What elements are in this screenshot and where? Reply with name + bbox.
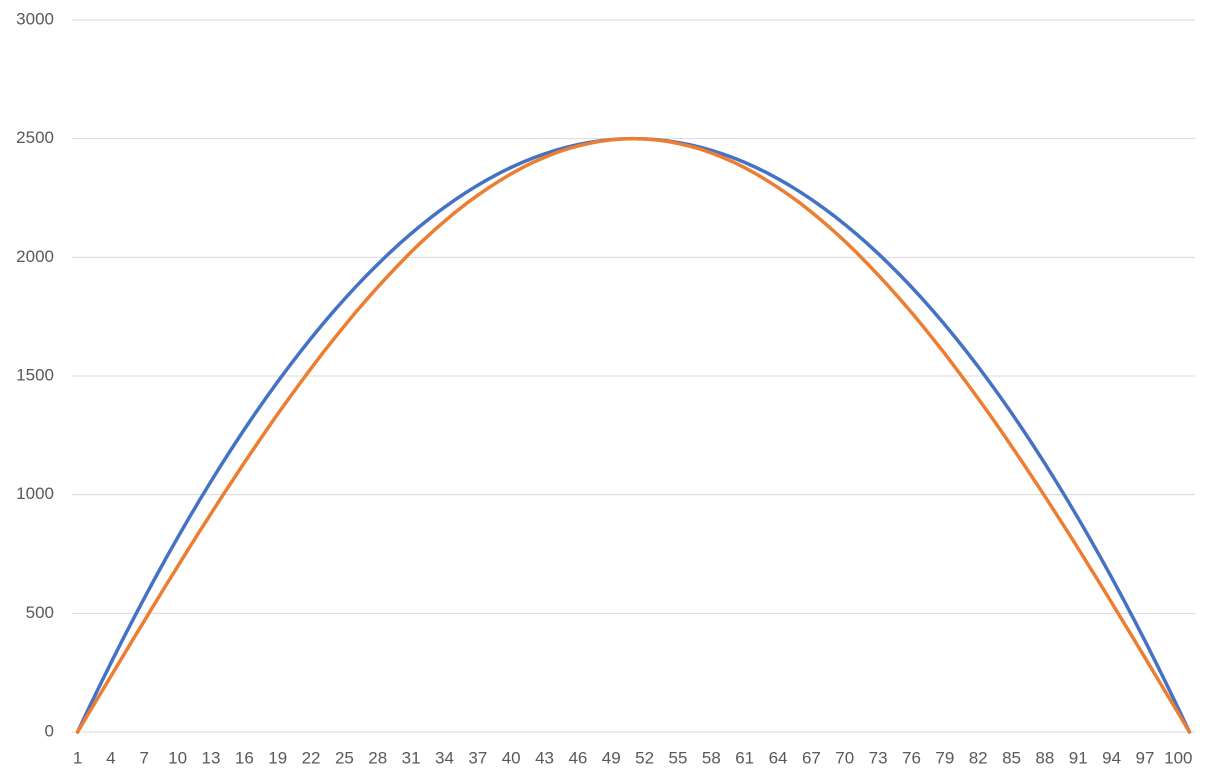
x-tick-label: 19	[268, 748, 287, 767]
y-tick-label: 0	[45, 721, 54, 740]
x-tick-label: 82	[969, 748, 988, 767]
x-tick-label: 100	[1164, 748, 1192, 767]
y-tick-label: 2500	[16, 128, 54, 147]
x-tick-label: 73	[869, 748, 888, 767]
x-tick-label: 55	[669, 748, 688, 767]
line-series	[75, 136, 1192, 734]
y-tick-label: 2000	[16, 247, 54, 266]
x-tick-label: 76	[902, 748, 921, 767]
y-tick-label: 1500	[16, 365, 54, 384]
x-tick-label: 58	[702, 748, 721, 767]
x-tick-label: 70	[835, 748, 854, 767]
x-tick-label: 25	[335, 748, 354, 767]
x-tick-label: 16	[235, 748, 254, 767]
x-tick-label: 61	[735, 748, 754, 767]
x-tick-label: 34	[435, 748, 454, 767]
y-tick-label: 3000	[16, 9, 54, 28]
y-tick-label: 1000	[16, 484, 54, 503]
x-tick-label: 37	[468, 748, 487, 767]
y-tick-label: 500	[26, 603, 54, 622]
x-tick-label: 31	[402, 748, 421, 767]
x-tick-label: 43	[535, 748, 554, 767]
x-tick-label: 40	[502, 748, 521, 767]
x-tick-label: 46	[568, 748, 587, 767]
x-tick-label: 28	[368, 748, 387, 767]
x-tick-label: 91	[1069, 748, 1088, 767]
x-tick-label: 79	[935, 748, 954, 767]
x-tick-label: 94	[1102, 748, 1121, 767]
x-tick-label: 13	[202, 748, 221, 767]
x-tick-label: 7	[140, 748, 149, 767]
x-tick-label: 85	[1002, 748, 1021, 767]
x-tick-label: 22	[302, 748, 321, 767]
x-tick-label: 1	[73, 748, 82, 767]
x-tick-label: 49	[602, 748, 621, 767]
x-tick-label: 64	[769, 748, 788, 767]
x-tick-label: 88	[1035, 748, 1054, 767]
x-tick-label: 10	[168, 748, 187, 767]
x-tick-label: 52	[635, 748, 654, 767]
x-tick-label: 4	[106, 748, 115, 767]
x-tick-label: 97	[1136, 748, 1155, 767]
line-series	[75, 136, 1192, 734]
x-tick-label: 67	[802, 748, 821, 767]
